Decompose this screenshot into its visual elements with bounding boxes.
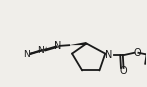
Text: N⁺: N⁺: [37, 46, 49, 55]
Text: N: N: [105, 50, 112, 60]
Text: N⁻: N⁻: [23, 50, 35, 59]
Text: O: O: [120, 66, 127, 76]
Text: N: N: [54, 41, 61, 51]
Text: O: O: [133, 48, 141, 58]
Polygon shape: [69, 42, 87, 45]
